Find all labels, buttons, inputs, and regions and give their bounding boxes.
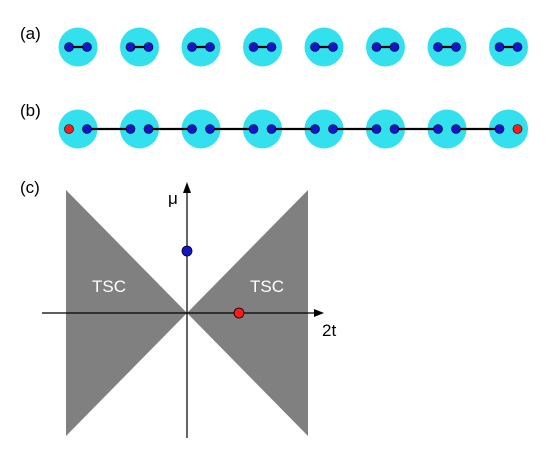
- phase-point-b: [233, 307, 245, 319]
- majorana-dot: [266, 42, 277, 52]
- panel-b-label: (b): [20, 101, 41, 120]
- chain-b: [58, 109, 528, 149]
- panel-a-label: (a): [20, 24, 41, 43]
- majorana-dot: [82, 124, 92, 134]
- majorana-dot: [389, 42, 400, 52]
- majorana-dot: [389, 124, 400, 134]
- lattice-site: [304, 109, 344, 149]
- majorana-dot: [512, 42, 523, 52]
- phase-point-a: [181, 245, 193, 257]
- majorana-dot: [433, 124, 443, 134]
- majorana-dot: [143, 42, 154, 52]
- majorana-dot: [451, 42, 461, 52]
- majorana-dot: [328, 124, 338, 134]
- majorana-dot: [371, 124, 382, 134]
- x-axis-label: 2t: [322, 321, 336, 340]
- majorana-dot: [494, 124, 505, 134]
- majorana-dot: [328, 42, 338, 52]
- lattice-site: [489, 109, 528, 149]
- majorana-dot: [433, 42, 443, 52]
- majorana-dot: [205, 42, 215, 52]
- lattice-site: [243, 109, 282, 149]
- x-axis-arrow: [314, 309, 324, 317]
- tsc-label-right: TSC: [250, 277, 284, 296]
- y-axis-label: μ: [168, 189, 178, 208]
- majorana-dot: [248, 124, 259, 134]
- lattice-site: [120, 109, 159, 149]
- phase-diagram: μ 2t TSC TSC: [42, 182, 336, 438]
- majorana-dot: [125, 42, 136, 52]
- majorana-dot: [125, 124, 136, 134]
- lattice-site: [58, 109, 98, 149]
- majorana-dot: [310, 124, 320, 134]
- tsc-label-left: TSC: [92, 277, 126, 296]
- majorana-dot: [64, 42, 74, 52]
- y-axis-arrow: [183, 182, 191, 193]
- majorana-dot: [371, 42, 382, 52]
- majorana-dot: [205, 124, 215, 134]
- majorana-dot: [82, 42, 92, 52]
- majorana-dot: [494, 42, 505, 52]
- unpaired-majorana-dot: [64, 124, 74, 134]
- majorana-dot: [248, 42, 259, 52]
- majorana-dot: [310, 42, 320, 52]
- majorana-dot: [187, 42, 197, 52]
- panel-c-label: (c): [20, 178, 40, 197]
- lattice-site: [181, 109, 221, 149]
- majorana-dot: [266, 124, 277, 134]
- majorana-dot: [187, 124, 197, 134]
- lattice-site: [366, 109, 405, 149]
- lattice-site: [427, 109, 467, 149]
- chain-a: [58, 27, 528, 67]
- majorana-dot: [451, 124, 461, 134]
- majorana-dot: [143, 124, 154, 134]
- unpaired-majorana-dot: [512, 124, 523, 134]
